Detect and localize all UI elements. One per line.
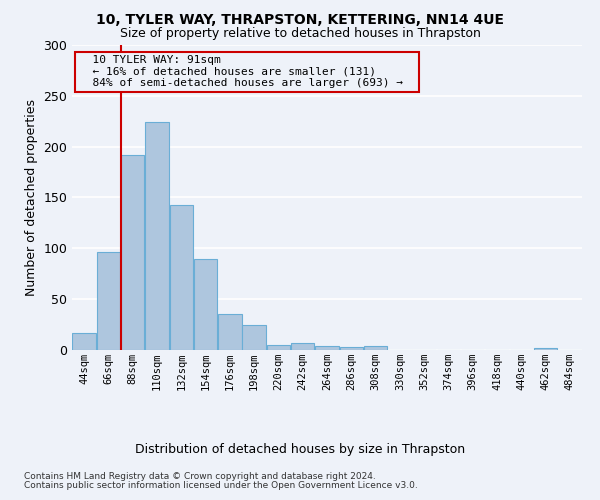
Bar [73,332,96,350]
Bar [291,343,314,350]
Bar [145,122,169,350]
Bar [364,346,387,350]
Bar [315,346,339,350]
Bar [218,314,242,350]
Text: Contains public sector information licensed under the Open Government Licence v3: Contains public sector information licen… [24,481,418,490]
Text: Contains HM Land Registry data © Crown copyright and database right 2024.: Contains HM Land Registry data © Crown c… [24,472,376,481]
Bar [340,347,363,350]
Text: 10 TYLER WAY: 91sqm  
  ← 16% of detached houses are smaller (131)  
  84% of se: 10 TYLER WAY: 91sqm ← 16% of detached ho… [79,55,416,88]
Bar [194,258,217,350]
Text: Size of property relative to detached houses in Thrapston: Size of property relative to detached ho… [119,28,481,40]
Bar [534,348,557,350]
Bar [242,324,266,350]
Bar [267,345,290,350]
Y-axis label: Number of detached properties: Number of detached properties [25,99,38,296]
Bar [97,252,120,350]
Text: Distribution of detached houses by size in Thrapston: Distribution of detached houses by size … [135,442,465,456]
Bar [170,204,193,350]
Bar [121,155,145,350]
Text: 10, TYLER WAY, THRAPSTON, KETTERING, NN14 4UE: 10, TYLER WAY, THRAPSTON, KETTERING, NN1… [96,12,504,26]
